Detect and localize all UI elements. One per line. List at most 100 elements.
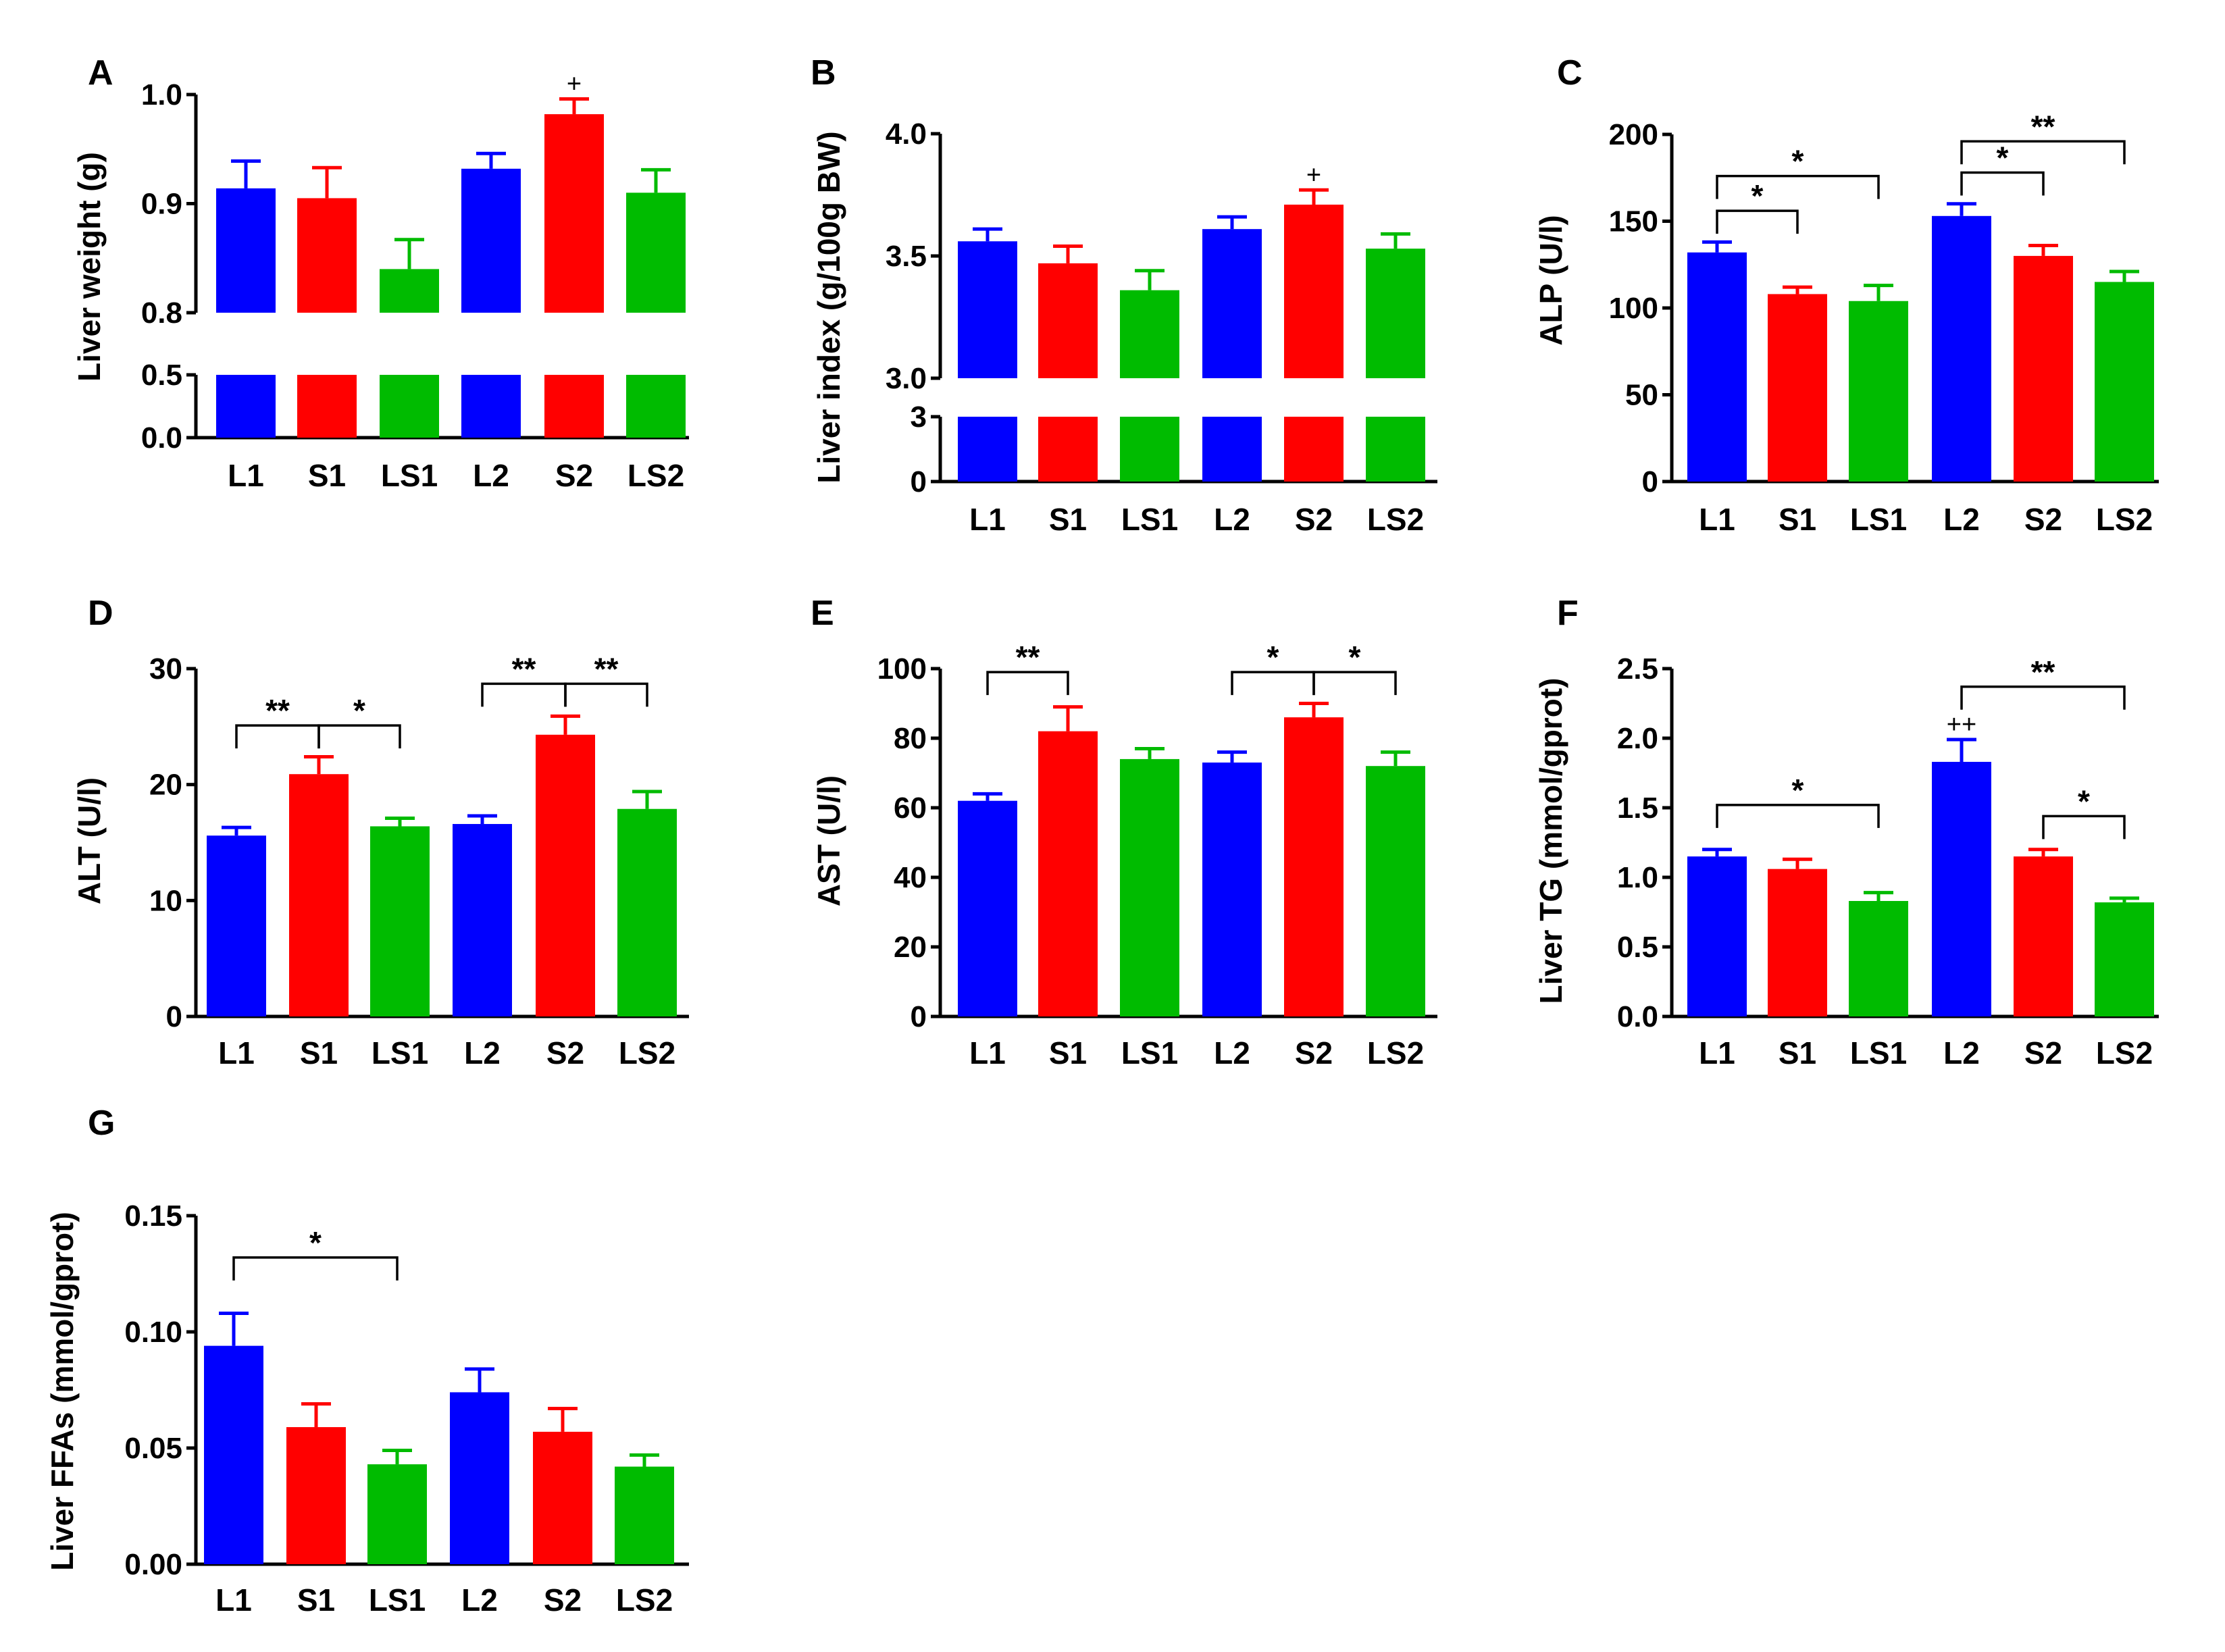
x-tick-label: L2	[1214, 502, 1250, 537]
bar-l1	[1687, 252, 1747, 482]
y-tick-label: 150	[1609, 205, 1658, 238]
significance-bracket	[1960, 140, 2126, 165]
y-tick-label: 30	[149, 652, 182, 686]
y-tick-label: 4.0	[886, 118, 927, 151]
bar-lower-ls2	[626, 375, 686, 438]
bar-lower-s1	[297, 375, 357, 438]
bar-l2	[1202, 763, 1262, 1016]
bar-ls2	[2095, 282, 2154, 482]
x-tick-label: LS2	[619, 1035, 675, 1070]
y-tick-label: 1.0	[1617, 861, 1658, 894]
y-tick-label: 0	[166, 1000, 182, 1033]
x-tick-label: L1	[228, 458, 264, 493]
x-tick-label: L2	[461, 1582, 498, 1618]
x-tick-label: S2	[1295, 1035, 1333, 1070]
significance-bracket	[986, 671, 1069, 696]
y-tick-label: 2.5	[1617, 652, 1658, 686]
y-tick-label: 10	[149, 884, 182, 917]
y-tick-label: 3	[911, 401, 927, 434]
x-tick-label: L1	[218, 1035, 255, 1070]
significance-label: *	[2078, 783, 2090, 819]
x-tick-label: LS1	[369, 1582, 426, 1618]
bar-s1	[289, 774, 349, 1016]
y-tick-label: 0.00	[124, 1548, 182, 1581]
bar-s2	[2014, 255, 2073, 482]
y-tick-label: 1.0	[141, 78, 182, 111]
x-tick-label: LS2	[2096, 1035, 2153, 1070]
x-tick-label: L1	[1699, 502, 1735, 537]
significance-bracket	[481, 682, 567, 707]
y-axis-title: ALT (U/l)	[72, 777, 107, 904]
y-tick-label: 0.9	[141, 188, 182, 221]
bar-lower-l1	[958, 417, 1017, 482]
bar-ls2	[626, 192, 686, 313]
y-axis-title: Liver TG (mmol/gprot)	[1533, 678, 1568, 1004]
bar-lower-s2	[544, 375, 604, 438]
significance-bracket	[2042, 815, 2126, 840]
significance-label: *	[309, 1225, 322, 1260]
significance-label: **	[1016, 640, 1040, 675]
significance-mark: +	[567, 70, 582, 98]
y-tick-label: 20	[149, 769, 182, 802]
x-tick-label: S2	[544, 1582, 582, 1618]
y-tick-label: 0.5	[141, 359, 182, 392]
significance-label: **	[594, 651, 619, 686]
x-tick-label: L2	[1943, 502, 1980, 537]
y-tick-label: 60	[894, 792, 927, 825]
panel-letter: C	[1557, 53, 1583, 93]
significance-label: *	[1997, 140, 2009, 176]
significance-bracket	[564, 682, 648, 707]
panel-letter: E	[811, 594, 834, 633]
bar-l2	[453, 824, 512, 1016]
bar-s2	[1284, 717, 1344, 1016]
bar-lower-l2	[461, 375, 521, 438]
significance-label: *	[1267, 640, 1279, 675]
bar-s2	[1284, 204, 1344, 378]
significance-bracket	[1716, 804, 1880, 828]
bar-ls1	[1120, 290, 1179, 378]
bar-s1	[1038, 731, 1098, 1016]
x-tick-label: LS1	[1850, 1035, 1907, 1070]
y-tick-label: 0	[1642, 465, 1658, 498]
x-tick-label: S1	[1049, 502, 1087, 537]
x-tick-label: LS1	[1850, 502, 1907, 537]
significance-mark: ++	[1947, 711, 1976, 739]
x-tick-label: S1	[308, 458, 346, 493]
y-tick-label: 0.5	[1617, 931, 1658, 964]
bar-lower-ls1	[1120, 417, 1179, 482]
significance-bracket	[317, 724, 401, 749]
x-tick-label: L2	[464, 1035, 501, 1070]
bar-s2	[533, 1431, 592, 1564]
y-tick-label: 0.15	[124, 1199, 182, 1233]
x-tick-label: LS2	[628, 458, 684, 493]
bar-s2	[2014, 856, 2073, 1016]
bar-ls2	[615, 1466, 674, 1564]
bar-ls1	[367, 1464, 427, 1564]
y-axis-title: Liver index (g/100g BW)	[811, 131, 846, 483]
y-tick-label: 100	[877, 652, 927, 686]
bar-ls1	[370, 826, 430, 1016]
y-tick-label: 80	[894, 722, 927, 755]
bar-lower-l1	[216, 375, 276, 438]
bar-s1	[286, 1427, 346, 1564]
panel-letter: F	[1557, 594, 1579, 633]
y-tick-label: 50	[1625, 379, 1658, 412]
x-tick-label: S2	[2024, 1035, 2062, 1070]
y-tick-label: 200	[1609, 118, 1658, 151]
bar-l1	[958, 800, 1017, 1016]
x-tick-label: S2	[1295, 502, 1333, 537]
panel-b: B Liver index (g/100g BW) 0 3 3.0 3.5 4.0 + L1 S1…	[811, 53, 1437, 537]
panel-letter: A	[88, 53, 113, 93]
significance-bracket	[232, 1256, 399, 1281]
x-tick-label: L1	[969, 1035, 1006, 1070]
x-tick-label: LS2	[1367, 502, 1424, 537]
bar-s1	[297, 198, 357, 313]
x-tick-label: LS1	[372, 1035, 428, 1070]
x-tick-label: S1	[300, 1035, 338, 1070]
bar-l2	[1202, 229, 1262, 378]
bar-s1	[1768, 294, 1827, 482]
